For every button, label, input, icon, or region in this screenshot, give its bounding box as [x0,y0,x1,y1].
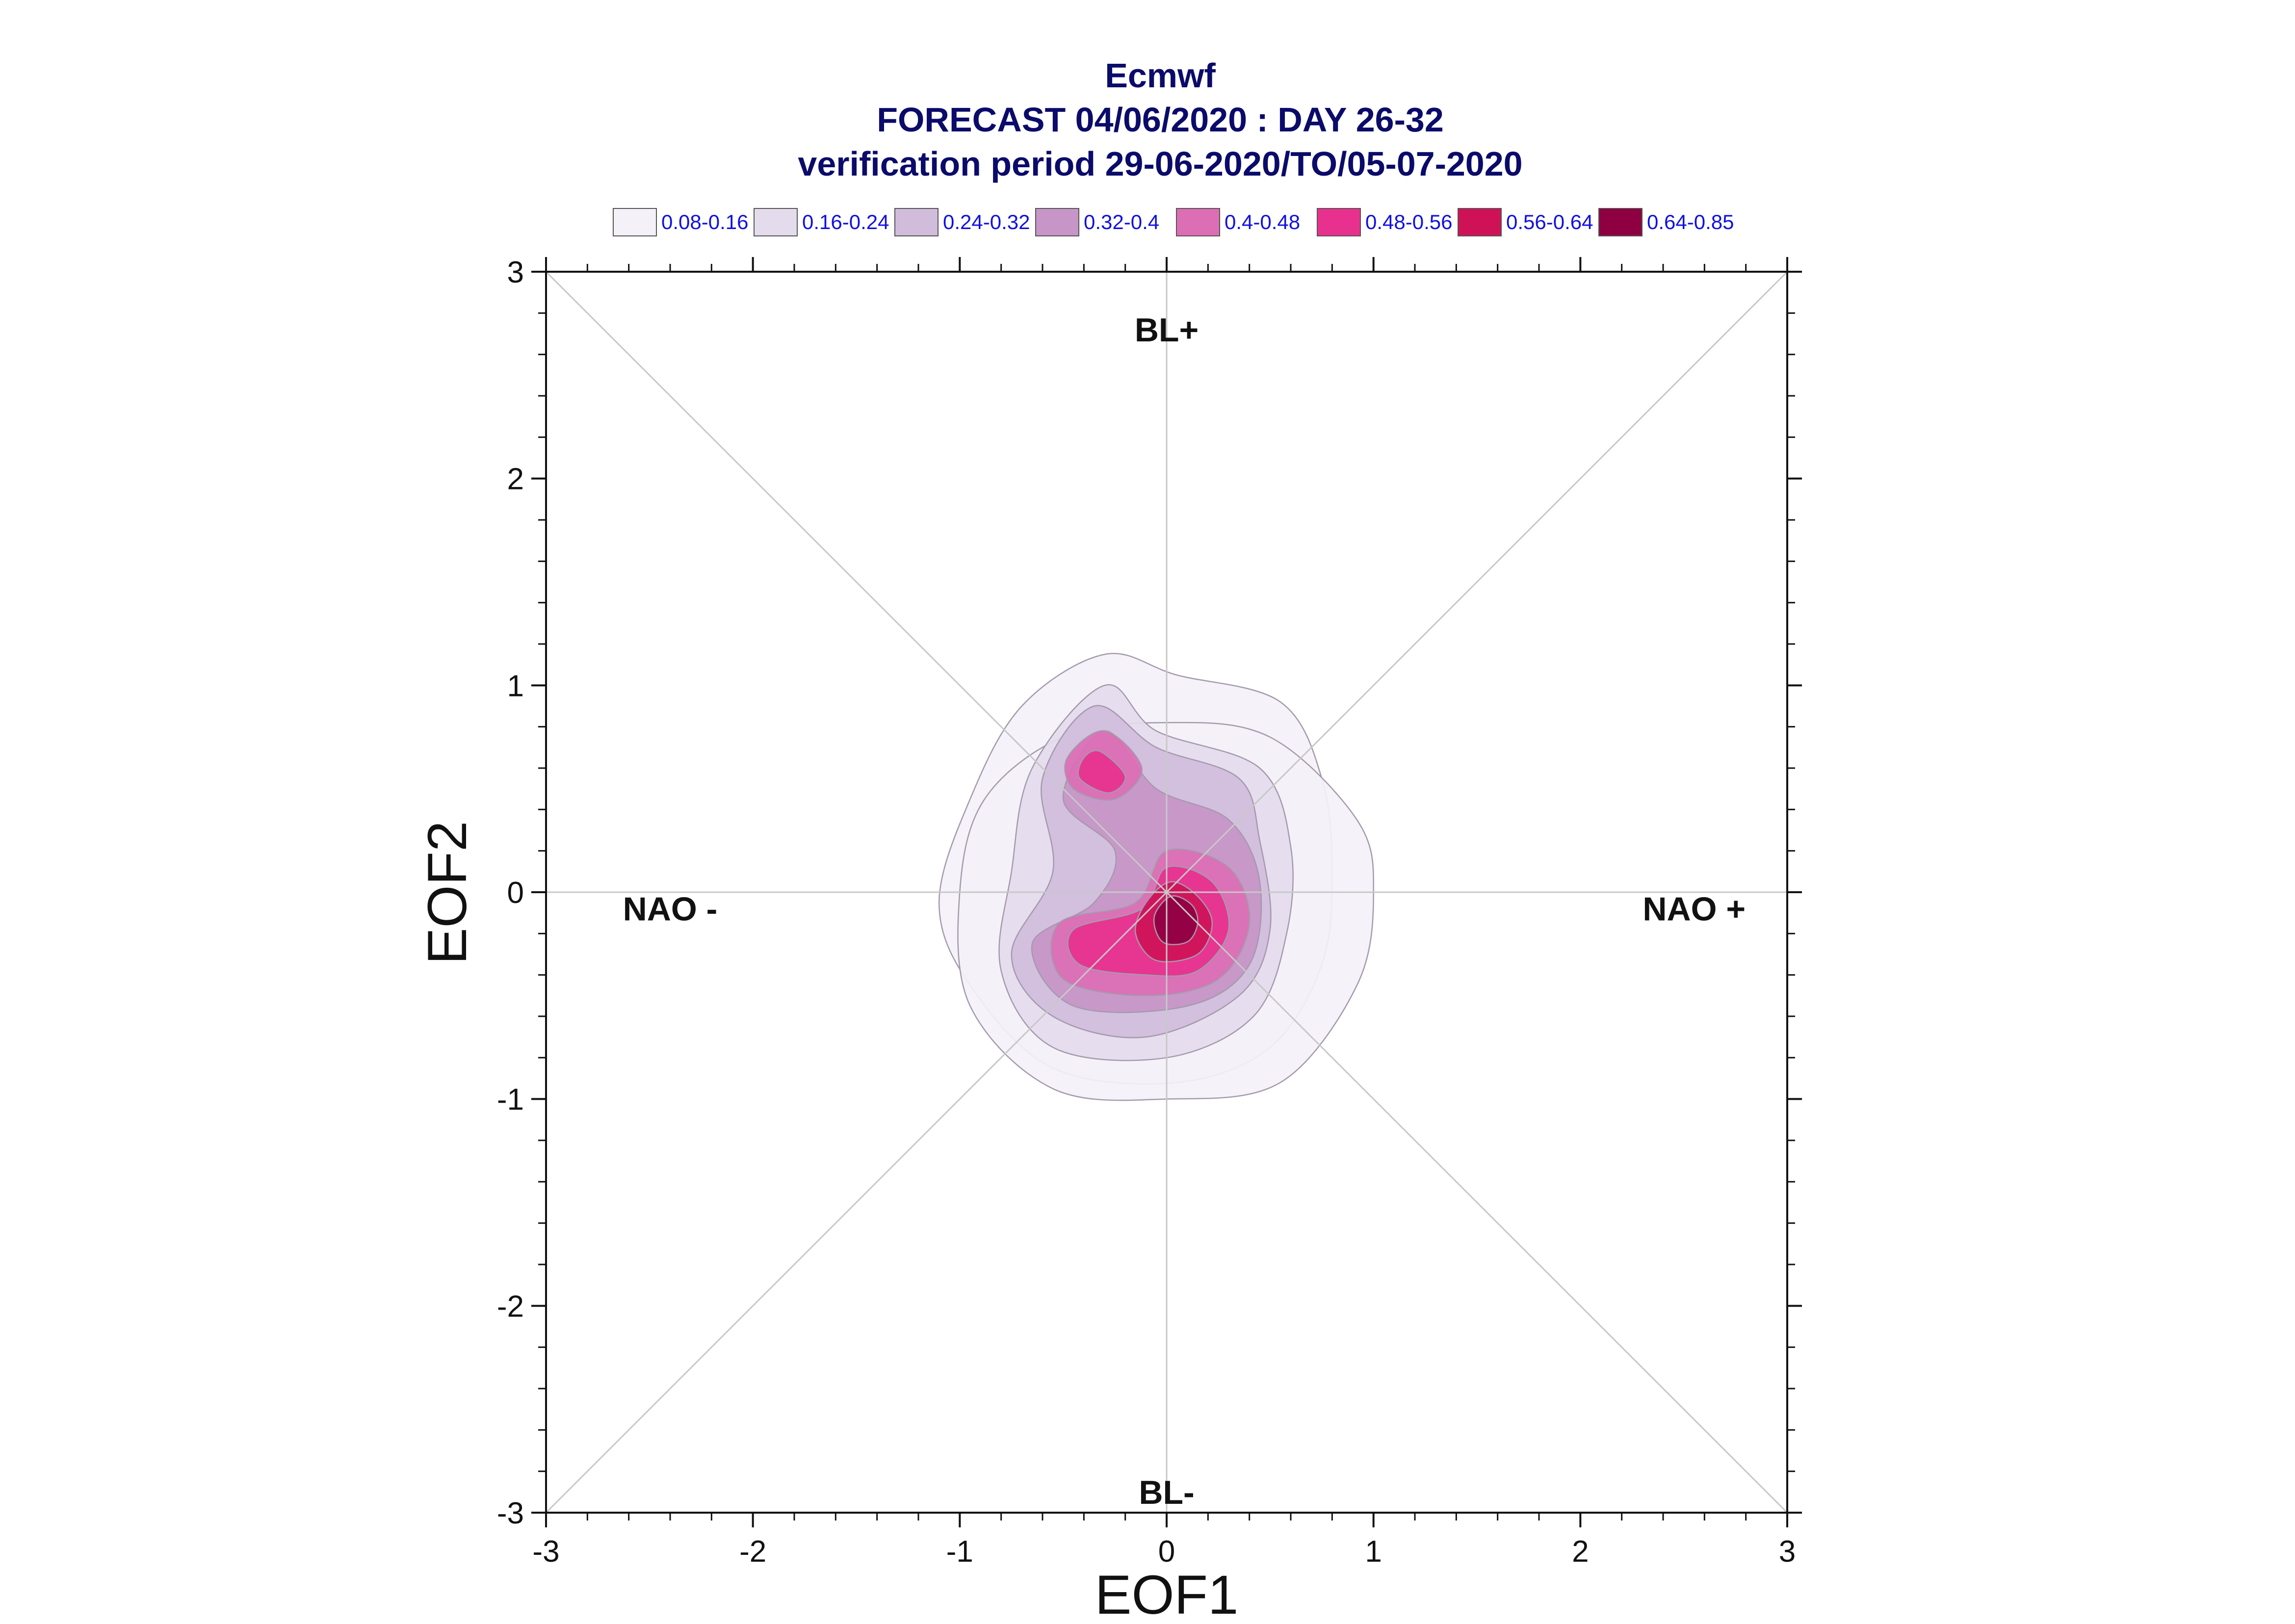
legend-label: 0.24-0.32 [943,210,1030,233]
legend-label: 0.08-0.16 [661,210,748,233]
regime-label: BL+ [1135,311,1199,349]
title-line-1: Ecmwf [1105,56,1216,95]
axes: -3 -2 -1 0 1 2 3 -3 -2 -1 0 1 2 3 [497,256,1802,1569]
legend-label: 0.16-0.24 [802,210,889,233]
legend-label: 0.48-0.56 [1365,210,1452,233]
reference-lines [545,271,1788,1514]
legend-swatch [613,208,657,236]
legend-swatch [754,208,798,236]
legend-label: 0.64-0.85 [1647,210,1734,233]
contour-region [1153,895,1199,945]
legend-swatch [894,208,939,236]
legend-label: 0.32-0.4 [1084,210,1159,233]
legend-swatch [1176,208,1220,236]
legend-swatch [1035,208,1079,236]
y-tick-label: 0 [507,876,524,910]
title-line-2: FORECAST 04/06/2020 : DAY 26-32 [877,101,1444,139]
regime-label: NAO - [623,891,718,928]
legend-label: 0.4-0.48 [1225,210,1300,233]
chart-title: Ecmwf FORECAST 04/06/2020 : DAY 26-32 ve… [798,56,1522,183]
legend-swatch [1598,208,1643,236]
x-tick-label: 1 [1365,1535,1382,1569]
y-tick-label: 2 [507,463,524,496]
y-axis-label: EOF2 [417,821,478,965]
regime-labels: BL+ BL- NAO - NAO + [623,311,1746,1511]
y-tick-label: 3 [507,256,524,289]
legend-swatch [1458,208,1502,236]
regime-label: NAO + [1643,891,1746,928]
x-tick-label: 2 [1572,1535,1589,1569]
legend-swatch [1317,208,1361,236]
y-tick-label: -2 [497,1289,524,1323]
contour-region [1077,750,1126,794]
y-tick-label: 1 [507,669,524,703]
legend-label: 0.56-0.64 [1506,210,1593,233]
x-tick-label: -3 [532,1535,559,1569]
x-tick-label: -1 [946,1535,973,1569]
x-tick-label: 0 [1158,1535,1175,1569]
legend: 0.08-0.16 0.16-0.24 0.24-0.32 0.32-0.4 0.4-0… [613,208,1734,236]
x-tick-label: 3 [1779,1535,1796,1569]
y-tick-label: -1 [497,1083,524,1117]
y-tick-label: -3 [497,1496,524,1530]
x-axis-label: EOF1 [1095,1564,1239,1624]
regime-label: BL- [1139,1474,1194,1511]
x-tick-label: -2 [739,1535,766,1569]
title-line-3: verification period 29-06-2020/TO/05-07-… [798,145,1522,183]
